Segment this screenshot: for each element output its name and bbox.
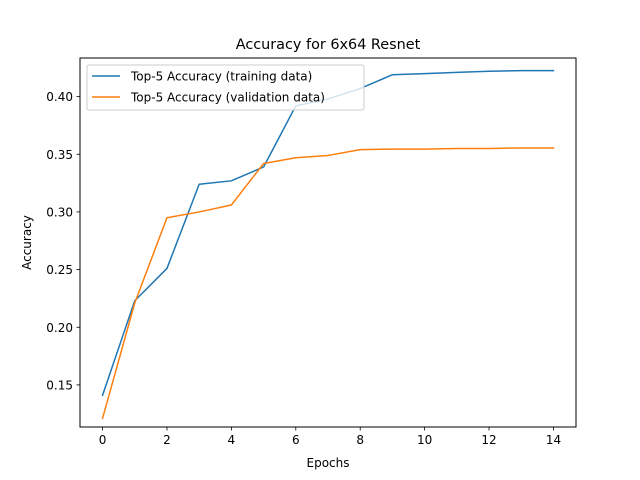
y-axis-label: Accuracy bbox=[20, 215, 34, 270]
series-line-2 bbox=[101, 147, 555, 420]
y-tick-label: 0.40 bbox=[46, 90, 73, 104]
plot-frame bbox=[79, 57, 577, 428]
x-axis-ticks: 0 2 4 6 8 10 12 14 bbox=[99, 427, 561, 447]
y-tick-label: 0.30 bbox=[46, 205, 73, 219]
x-tick-label: 10 bbox=[417, 433, 432, 447]
x-tick-label: 4 bbox=[228, 433, 236, 447]
x-tick-label: 6 bbox=[292, 433, 300, 447]
x-tick-label: 2 bbox=[163, 433, 171, 447]
y-tick-label: 0.35 bbox=[46, 148, 73, 162]
x-tick-label: 14 bbox=[546, 433, 561, 447]
y-axis-ticks: 0.15 0.20 0.25 0.30 0.35 0.40 bbox=[46, 90, 80, 392]
x-tick-label: 8 bbox=[356, 433, 364, 447]
x-axis-label: Epochs bbox=[307, 456, 350, 470]
x-tick-label: 0 bbox=[99, 433, 107, 447]
y-tick-label: 0.15 bbox=[46, 378, 73, 392]
y-tick-label: 0.20 bbox=[46, 321, 73, 335]
x-tick-label: 12 bbox=[481, 433, 496, 447]
legend-label-2: Top-5 Accuracy (validation data) bbox=[130, 91, 325, 105]
chart-title: Accuracy for 6x64 Resnet bbox=[236, 37, 421, 53]
y-tick-label: 0.25 bbox=[46, 263, 73, 277]
legend: Top-5 Accuracy (training data) Top-5 Accu… bbox=[86, 64, 365, 111]
legend-label-1: Top-5 Accuracy (training data) bbox=[130, 70, 312, 84]
legend-box bbox=[86, 64, 365, 111]
